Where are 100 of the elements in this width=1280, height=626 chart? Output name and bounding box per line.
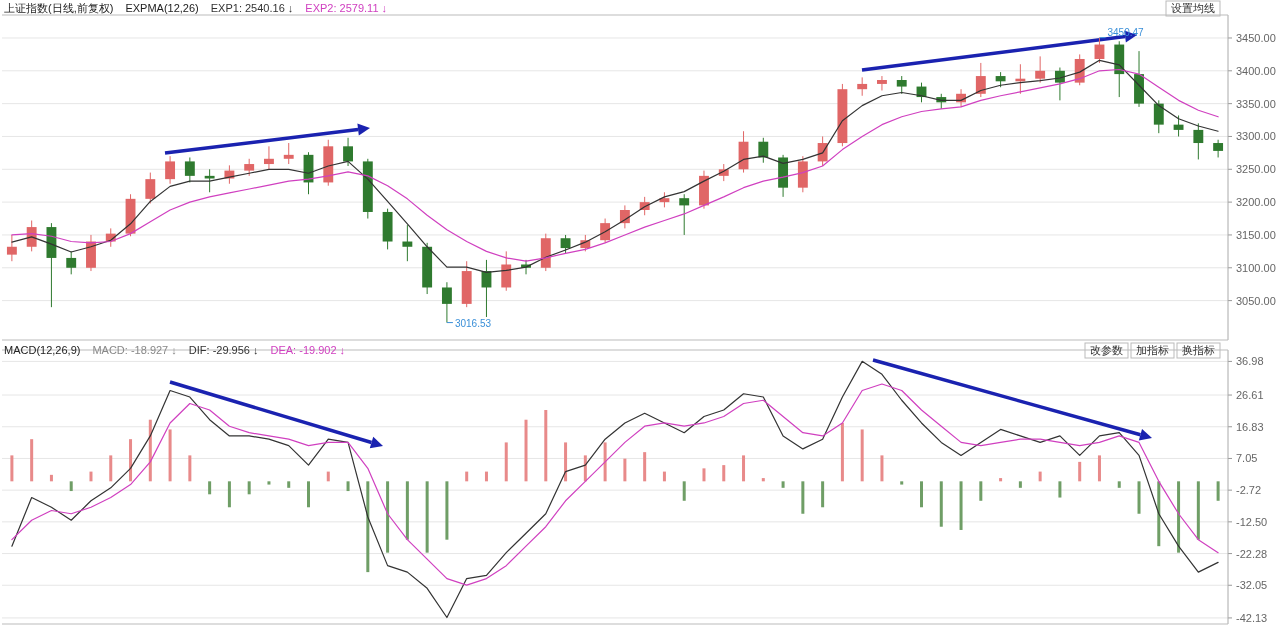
chart-subtitle: EXPMA(12,26) [125,2,199,14]
bar [920,481,923,508]
annotation: 加指标 [1136,344,1169,356]
candlestick [441,281,452,324]
text: EXP2: 2579.11 ↓ [305,2,388,14]
line-series [11,360,1219,619]
candlestick [184,156,195,183]
bar [307,481,310,508]
text: DIF: -29.956 ↓ [188,344,259,356]
text: 设置均线 [1171,2,1215,14]
bar [445,481,449,540]
y-tick-label: 7.05 [1236,452,1258,465]
bar [129,439,133,482]
bar [326,471,330,482]
candlestick [66,250,77,275]
y-tick-label: 3100.00 [1236,261,1276,274]
bar [346,481,350,492]
candlestick [1054,67,1065,101]
bar [1137,481,1141,514]
bar [484,471,488,482]
y-tick-label: -2.72 [1236,484,1262,497]
candlestick [6,234,17,262]
y-tick-label: 3150.00 [1236,228,1276,241]
candlestick [1035,55,1046,84]
bar [10,455,14,482]
bar [623,458,627,482]
candlestick [1213,139,1224,158]
y-tick-label: -22.28 [1236,547,1268,560]
candlestick [877,75,887,92]
y-tick-label: 3300.00 [1236,130,1276,143]
candlestick [1173,114,1184,137]
candlestick [560,234,571,254]
bar [742,455,746,482]
candlestick [1153,99,1164,134]
bar [405,481,409,540]
bar [1018,481,1022,488]
y-tick-label: -32.05 [1236,579,1268,592]
bar [208,481,212,495]
bar [761,478,765,482]
bar [425,481,429,553]
candlestick [600,218,611,244]
bar [821,481,825,508]
candlestick [501,250,512,292]
bar [247,481,251,495]
candlestick [857,76,868,97]
annotation: 3016.53 [454,317,492,329]
y-tick-label: -12.50 [1236,515,1268,528]
bar [722,465,726,482]
bar [702,468,706,482]
bar [603,442,607,482]
bar [1157,481,1161,547]
bar [840,422,844,482]
candlestick [283,142,294,165]
annotation: 改参数 [1090,344,1123,356]
bar [564,442,568,482]
y-tick-label: 3200.00 [1236,196,1276,209]
bar [781,481,785,488]
bar [188,455,192,482]
candlestick [165,155,176,185]
text: EXP1: 2540.16 ↓ [210,2,294,14]
bar [1058,481,1062,498]
bar [524,419,528,482]
y-tick-label: 3250.00 [1236,163,1276,176]
bar [366,481,370,573]
y-tick-label: 3450.00 [1236,31,1276,44]
bar [979,481,983,501]
chart-title: 上证指数(日线,前复权) [4,2,114,14]
bar [801,481,805,514]
candlestick [402,224,413,262]
bar [504,442,508,482]
candlestick [758,137,769,164]
annotation: 换指标 [1182,344,1215,356]
bar [643,452,647,482]
candlestick [343,137,353,167]
candlestick [679,193,690,236]
bar [148,419,152,482]
bar [1078,461,1082,482]
bar [227,481,231,508]
y-tick-label: 16.83 [1236,420,1264,433]
bar [682,481,686,501]
bar [900,481,904,485]
bar [999,478,1003,482]
bar [860,429,864,482]
bar [69,481,73,492]
bar [386,481,390,553]
bar [1117,481,1121,488]
bar [267,481,271,485]
candlestick [1193,122,1204,160]
y-tick-label: 3350.00 [1236,97,1276,110]
y-tick-label: 36.98 [1236,355,1264,368]
y-tick-label: 3050.00 [1236,294,1276,307]
bar [89,471,93,482]
line-series [11,383,1219,586]
bar [1177,481,1181,553]
bar [939,481,943,527]
candlestick [975,62,986,98]
bar [959,481,963,530]
bar [880,455,884,482]
bar [168,429,172,482]
text: DEA: -19.902 ↓ [270,344,346,356]
